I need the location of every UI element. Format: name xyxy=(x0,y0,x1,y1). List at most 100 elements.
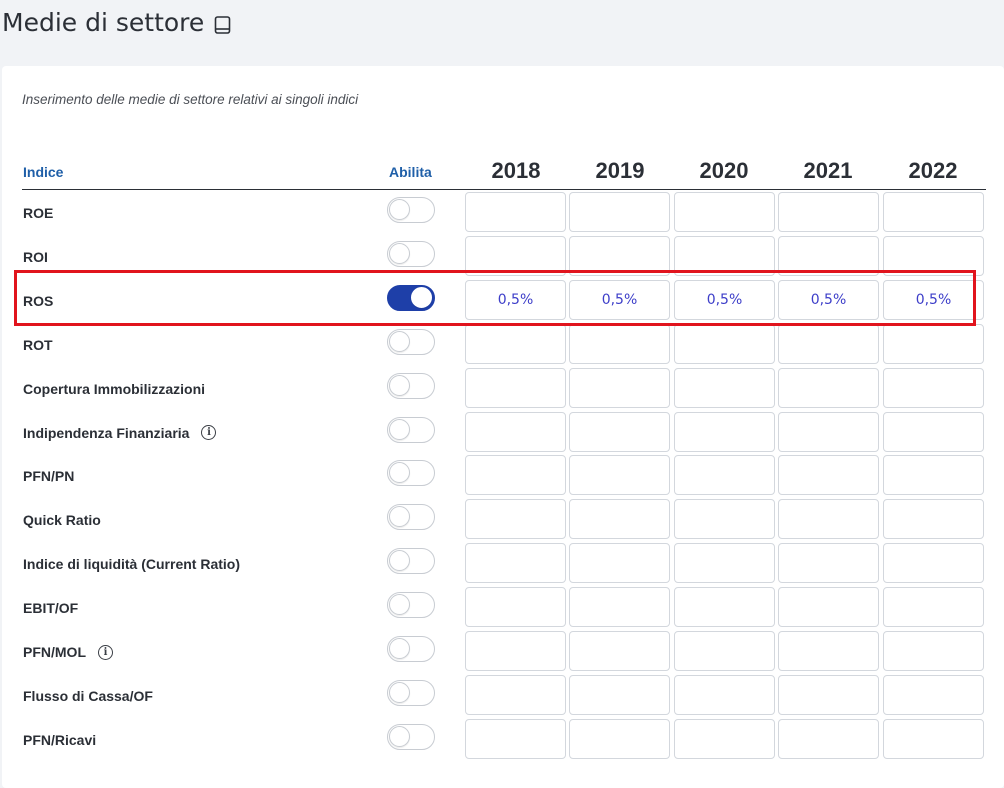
toggle-knob xyxy=(389,199,410,220)
value-input[interactable] xyxy=(674,587,775,628)
row-label: PFN/PN xyxy=(23,468,74,484)
value-input[interactable] xyxy=(465,587,566,628)
value-input[interactable] xyxy=(465,718,566,759)
value-input[interactable] xyxy=(465,674,566,715)
enable-toggle[interactable] xyxy=(387,504,435,531)
table-row: ROS 0,5% 0,5% 0,5% 0,5% 0,5% xyxy=(0,279,1004,323)
enable-toggle[interactable] xyxy=(387,284,435,311)
toggle-knob xyxy=(389,681,410,703)
value-input[interactable] xyxy=(674,499,775,540)
enable-toggle[interactable] xyxy=(387,679,435,706)
column-header-abilita: Abilita xyxy=(389,164,432,180)
value-input[interactable] xyxy=(778,543,879,584)
value-input[interactable] xyxy=(569,411,670,452)
value-input[interactable] xyxy=(883,631,984,671)
row-label: ROS xyxy=(23,293,53,309)
value-input[interactable] xyxy=(883,674,984,715)
value-input[interactable] xyxy=(569,323,670,364)
enable-toggle[interactable] xyxy=(387,372,435,399)
table-row: PFN/PN xyxy=(0,454,1004,498)
value-input[interactable] xyxy=(778,587,879,628)
value-input[interactable] xyxy=(778,674,879,715)
info-icon[interactable]: i xyxy=(98,644,113,660)
enable-toggle[interactable] xyxy=(387,328,435,355)
value-input[interactable] xyxy=(465,235,566,276)
value-input[interactable] xyxy=(778,235,879,276)
value-input[interactable]: 0,5% xyxy=(569,279,670,320)
value-input[interactable] xyxy=(674,192,775,232)
value-input[interactable] xyxy=(883,235,984,276)
row-label-text: Indice di liquidità (Current Ratio) xyxy=(23,556,240,573)
column-header-year: 2021 xyxy=(803,158,853,183)
value-input[interactable] xyxy=(883,499,984,540)
value-input[interactable] xyxy=(465,499,566,540)
enable-toggle[interactable] xyxy=(387,416,435,443)
table-row: Indipendenza Finanziaria i xyxy=(0,411,1004,455)
value-input[interactable] xyxy=(569,235,670,276)
value-input[interactable] xyxy=(883,455,984,496)
value-input[interactable] xyxy=(674,718,775,759)
value-input[interactable] xyxy=(778,192,879,232)
value-input[interactable] xyxy=(569,192,670,232)
value-input[interactable] xyxy=(465,543,566,584)
value-input[interactable] xyxy=(465,631,566,671)
toggle-knob xyxy=(411,286,432,308)
toggle-knob xyxy=(389,330,410,352)
value-input[interactable] xyxy=(883,718,984,759)
value-input[interactable] xyxy=(569,631,670,671)
value-input[interactable] xyxy=(778,455,879,496)
value-input[interactable]: 0,5% xyxy=(778,279,879,320)
book-icon[interactable] xyxy=(214,15,231,34)
value-input[interactable]: 0,5% xyxy=(883,279,984,320)
row-label-text: ROT xyxy=(23,336,53,353)
row-label-text: ROS xyxy=(23,292,54,309)
value-input[interactable] xyxy=(569,455,670,496)
value-input[interactable] xyxy=(569,587,670,628)
value-input[interactable] xyxy=(883,587,984,628)
enable-toggle[interactable] xyxy=(387,723,435,750)
value-input[interactable]: 0,5% xyxy=(674,279,775,320)
value-input[interactable] xyxy=(465,192,566,232)
value-input[interactable] xyxy=(883,367,984,408)
value-input[interactable] xyxy=(465,323,566,364)
value-input[interactable] xyxy=(569,718,670,759)
toggle-knob xyxy=(389,242,410,264)
enable-toggle[interactable] xyxy=(387,460,435,487)
value-input[interactable]: 0,5% xyxy=(465,279,566,320)
value-input[interactable] xyxy=(778,631,879,671)
enable-toggle[interactable] xyxy=(387,240,435,267)
row-label: ROE xyxy=(23,205,53,221)
value-input[interactable] xyxy=(569,499,670,540)
value-input[interactable] xyxy=(674,455,775,496)
value-input[interactable] xyxy=(569,674,670,715)
value-input[interactable] xyxy=(778,367,879,408)
value-input[interactable] xyxy=(778,323,879,364)
row-label: Quick Ratio xyxy=(23,512,101,528)
value-input[interactable] xyxy=(883,323,984,364)
value-input[interactable] xyxy=(778,411,879,452)
value-input[interactable] xyxy=(674,235,775,276)
value-input[interactable] xyxy=(883,543,984,584)
enable-toggle[interactable] xyxy=(387,636,435,662)
value-input[interactable] xyxy=(778,718,879,759)
value-input[interactable] xyxy=(569,367,670,408)
enable-toggle[interactable] xyxy=(387,548,435,575)
value-input[interactable] xyxy=(674,631,775,671)
value-input[interactable] xyxy=(465,455,566,496)
value-input[interactable] xyxy=(465,367,566,408)
value-input[interactable] xyxy=(674,367,775,408)
value-input[interactable] xyxy=(883,411,984,452)
column-header-year: 2019 xyxy=(595,158,645,183)
value-input[interactable] xyxy=(674,543,775,584)
value-input[interactable] xyxy=(569,543,670,584)
table-header: Indice Abilita 2018 2019 2020 2021 2022 xyxy=(0,156,1004,190)
value-input[interactable] xyxy=(883,192,984,232)
value-input[interactable] xyxy=(674,411,775,452)
value-input[interactable] xyxy=(465,411,566,452)
value-input[interactable] xyxy=(674,674,775,715)
enable-toggle[interactable] xyxy=(387,197,435,223)
info-icon[interactable]: i xyxy=(201,425,217,440)
value-input[interactable] xyxy=(674,323,775,364)
enable-toggle[interactable] xyxy=(387,592,435,619)
value-input[interactable] xyxy=(778,499,879,540)
